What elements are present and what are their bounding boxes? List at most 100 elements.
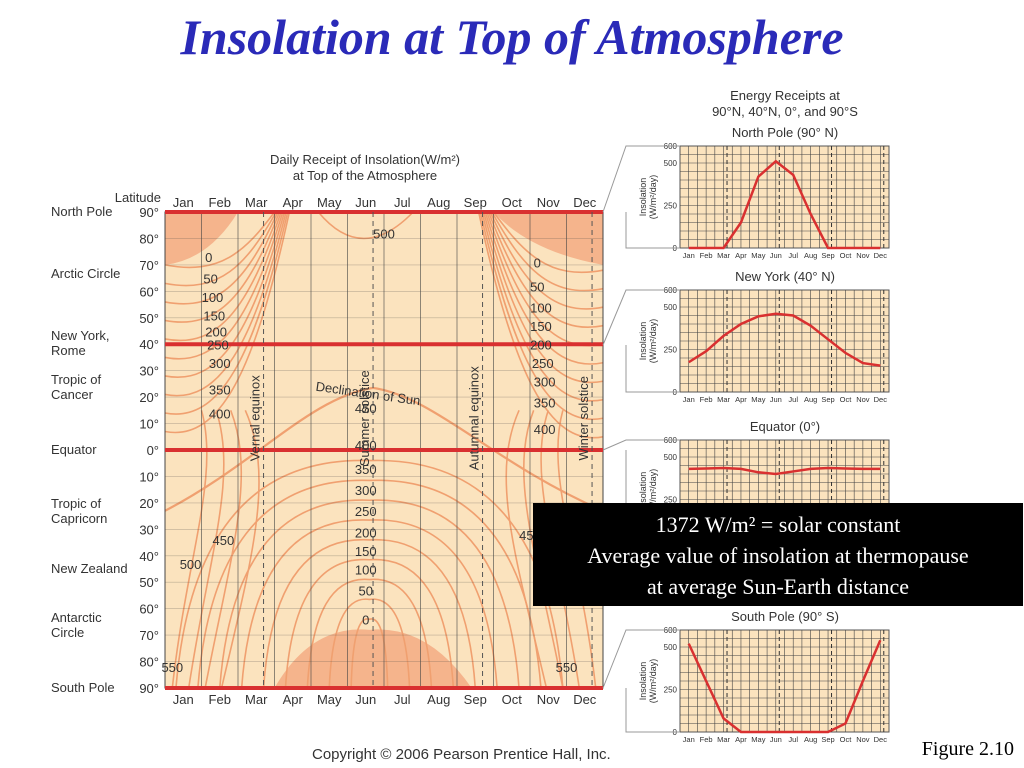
panel-x-tick: Dec <box>874 735 888 744</box>
isoline <box>164 211 281 323</box>
panel-x-tick: Feb <box>700 735 713 744</box>
month-label-bottom: Dec <box>573 692 597 707</box>
contour-label: 350 <box>534 396 556 411</box>
connector-south-pole <box>602 629 680 733</box>
panel-y-label-unit: (W/m²/day) <box>648 469 658 514</box>
contour-label: 200 <box>205 324 227 339</box>
panel-x-tick: Mar <box>717 395 730 404</box>
figure-label: Figure 2.10 <box>921 738 1014 760</box>
isoline <box>164 211 284 360</box>
isoline <box>492 211 604 274</box>
panel-x-tick: Oct <box>840 395 853 404</box>
callout-line-1: 1372 W/m² = solar constant <box>655 512 901 537</box>
panel-data-line <box>688 159 881 250</box>
isoline <box>262 539 477 689</box>
contour-label: 200 <box>530 338 552 353</box>
panel-x-tick: May <box>751 395 765 404</box>
zero-zone-south <box>274 629 472 688</box>
contour-label: 350 <box>355 462 377 477</box>
contour-label: 0 <box>534 256 541 271</box>
latitude-tick-label: 70° <box>139 258 159 273</box>
latitude-tick-label: 80° <box>139 655 159 670</box>
latitude-tick-label: 0° <box>147 443 159 458</box>
panel-data-line <box>688 466 881 476</box>
latitude-axis-label: Latitude <box>115 190 161 205</box>
place-label: South Pole <box>51 680 115 695</box>
month-label-bottom: Apr <box>283 692 304 707</box>
marker-label: Winter solstice <box>576 376 591 461</box>
marker-label: Summer solstice <box>357 370 372 466</box>
panel-x-tick: Feb <box>700 251 713 260</box>
panel-x-tick: Dec <box>874 395 888 404</box>
contour-label: 400 <box>355 438 377 453</box>
isoline <box>477 211 604 439</box>
month-label-bottom: Jun <box>355 692 376 707</box>
latitude-tick-label: 50° <box>139 575 159 590</box>
isoline <box>487 211 604 328</box>
heatmap-subtitle: at Top of the Atmosphere <box>293 168 437 183</box>
isoline <box>350 618 389 689</box>
contour-label: 550 <box>556 660 578 675</box>
panel-x-tick: Mar <box>717 735 730 744</box>
marker-label: Autumnal equinox <box>467 366 482 471</box>
isoline <box>484 211 604 365</box>
isoline <box>328 598 411 689</box>
panel-x-tick: Mar <box>717 251 730 260</box>
marker-label: Vernal equinox <box>248 375 263 462</box>
panel-x-tick: Apr <box>735 395 747 404</box>
latitude-tick-label: 20° <box>139 496 159 511</box>
month-label-bottom: Nov <box>537 692 561 707</box>
solar-constant-callout: 1372 W/m² = solar constant Average value… <box>533 503 1023 606</box>
isoline <box>164 211 287 397</box>
isoline <box>240 519 498 689</box>
panel-x-tick: Jul <box>788 735 798 744</box>
month-label-top: Jan <box>173 195 194 210</box>
panel-y-tick: 500 <box>664 453 678 462</box>
place-label: North Pole <box>51 204 112 219</box>
isoline <box>306 578 433 689</box>
panel-x-tick: Sep <box>821 735 834 744</box>
isoline <box>164 211 276 269</box>
isoline <box>218 499 520 689</box>
contour-label: 100 <box>202 290 224 305</box>
latitude-tick-label: 70° <box>139 628 159 643</box>
connector-north-pole <box>602 145 680 249</box>
place-label: New York, Rome <box>51 328 110 358</box>
panel-x-tick: Jun <box>770 735 782 744</box>
latitude-tick-label: 60° <box>139 602 159 617</box>
month-label-top: Jun <box>355 195 376 210</box>
month-label-bottom: Aug <box>427 692 450 707</box>
contour-label: 200 <box>355 525 377 540</box>
isoline <box>284 558 455 689</box>
panel-y-tick: 250 <box>664 346 678 355</box>
isoline <box>522 410 564 689</box>
energy-receipts-title: Energy Receipts at <box>730 88 840 103</box>
panel-x-tick: Aug <box>804 395 817 404</box>
panel-y-tick: 250 <box>664 202 678 211</box>
panel-x-tick: May <box>751 735 765 744</box>
isoline <box>481 211 604 402</box>
heatmap-title: Daily Receipt of Insolation(W/m²) <box>270 152 460 167</box>
isoline <box>197 479 542 689</box>
slide-title: Insolation at Top of Atmosphere <box>180 9 844 65</box>
panel-x-tick: Jul <box>788 395 798 404</box>
contour-label: 550 <box>161 660 183 675</box>
latitude-tick-label: 30° <box>139 522 159 537</box>
month-label-bottom: Oct <box>502 692 523 707</box>
isoline <box>491 211 604 292</box>
panel-y-label-unit: (W/m²/day) <box>648 175 658 220</box>
panel-data-line <box>687 639 882 734</box>
panel-y-tick: 500 <box>664 643 678 652</box>
contour-label: 450 <box>213 533 235 548</box>
panel-x-tick: Oct <box>840 251 853 260</box>
contour-label: 150 <box>530 319 552 334</box>
callout-line-2: Average value of insolation at thermopau… <box>587 543 969 568</box>
latitude-tick-label: 40° <box>139 337 159 352</box>
contour-label: 500 <box>373 226 395 241</box>
latitude-tick-label: 50° <box>139 311 159 326</box>
panel-x-tick: Sep <box>821 395 834 404</box>
contour-label: 50 <box>530 279 544 294</box>
panel-x-tick: Jan <box>683 735 695 744</box>
